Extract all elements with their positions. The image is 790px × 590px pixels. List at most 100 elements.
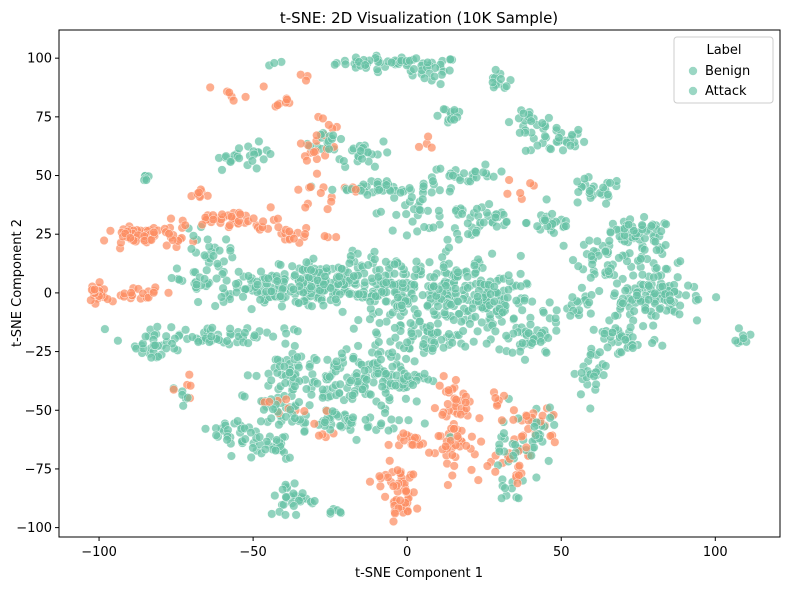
point-benign (515, 128, 525, 138)
point-benign (586, 350, 596, 360)
y-tick-label: 25 (35, 228, 52, 243)
point-attack (126, 288, 136, 298)
point-benign (161, 331, 171, 341)
point-attack (302, 156, 312, 166)
point-benign (422, 301, 433, 311)
point-benign (172, 263, 182, 274)
point-benign (636, 254, 646, 264)
point-benign (370, 162, 380, 172)
point-benign (260, 444, 270, 454)
point-benign (334, 272, 344, 282)
point-benign (540, 131, 550, 141)
point-benign (290, 270, 300, 280)
point-attack (149, 288, 159, 298)
point-benign (482, 339, 492, 349)
point-benign (243, 271, 253, 281)
point-benign (375, 318, 385, 328)
point-benign (324, 144, 334, 154)
point-benign (504, 117, 514, 127)
point-benign (490, 326, 500, 336)
point-attack (105, 226, 115, 236)
point-benign (496, 74, 506, 84)
point-benign (337, 264, 347, 274)
point-benign (349, 324, 359, 334)
point-attack (273, 214, 283, 224)
point-benign (501, 331, 511, 341)
point-benign (291, 510, 301, 520)
point-benign (646, 221, 656, 231)
point-attack (504, 175, 514, 185)
point-benign (335, 507, 345, 517)
point-benign (463, 229, 473, 239)
point-attack (525, 178, 535, 188)
point-benign (517, 338, 527, 348)
point-attack (390, 508, 400, 518)
point-attack (266, 202, 276, 212)
point-benign (141, 331, 151, 342)
point-benign (524, 328, 534, 338)
point-benign (628, 343, 638, 353)
point-benign (318, 385, 328, 395)
point-benign (217, 165, 227, 175)
point-benign (545, 413, 555, 423)
point-benign (365, 296, 375, 307)
point-benign (398, 278, 408, 288)
point-benign (376, 207, 386, 217)
point-benign (546, 144, 556, 154)
point-attack (259, 81, 269, 92)
point-attack (95, 277, 105, 287)
plot-frame (58, 29, 781, 538)
point-benign (497, 493, 507, 503)
point-attack (393, 465, 403, 475)
point-attack (380, 492, 390, 502)
point-attack (351, 185, 361, 195)
point-benign (552, 305, 562, 315)
point-attack (408, 440, 418, 450)
point-benign (374, 307, 384, 317)
point-benign (511, 296, 521, 306)
point-benign (269, 58, 279, 68)
point-attack (444, 385, 454, 395)
point-benign (200, 424, 211, 434)
point-attack (522, 411, 532, 421)
point-benign (256, 267, 266, 277)
point-benign (626, 322, 636, 332)
point-benign (226, 157, 236, 167)
point-benign (517, 305, 527, 315)
point-benign (487, 249, 497, 259)
point-attack (424, 448, 434, 458)
point-benign (344, 289, 355, 299)
point-attack (447, 470, 457, 481)
point-benign (580, 174, 590, 184)
point-benign (351, 435, 362, 445)
point-benign (226, 451, 236, 461)
point-benign (665, 295, 675, 305)
point-attack (466, 465, 477, 475)
point-benign (374, 185, 384, 195)
point-benign (734, 323, 744, 333)
point-benign (210, 301, 220, 311)
point-benign (603, 342, 613, 352)
point-benign (650, 288, 660, 298)
point-attack (309, 419, 319, 429)
point-benign (652, 245, 662, 255)
point-benign (280, 339, 290, 349)
point-attack (241, 92, 251, 102)
point-benign (445, 54, 455, 64)
point-benign (360, 365, 370, 376)
point-benign (592, 236, 602, 246)
point-benign (376, 418, 386, 429)
point-benign (504, 270, 514, 280)
point-benign (305, 400, 315, 410)
point-benign (584, 236, 594, 246)
point-benign (290, 413, 300, 423)
y-tick-label: 75 (35, 110, 52, 125)
point-benign (277, 301, 287, 311)
point-benign (401, 394, 411, 404)
point-benign (601, 361, 611, 371)
point-benign (478, 167, 488, 177)
point-attack (388, 516, 399, 527)
point-attack (281, 394, 291, 404)
point-attack (441, 441, 451, 451)
point-benign (584, 297, 594, 307)
